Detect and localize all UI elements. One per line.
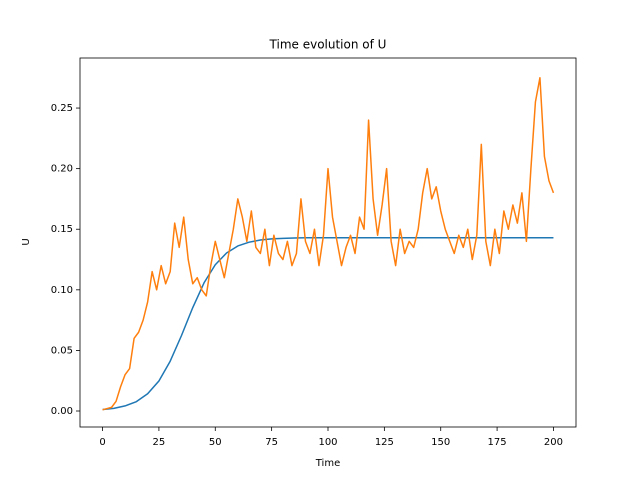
data-line — [102, 77, 555, 411]
x-tick-label: 150 — [431, 437, 450, 448]
y-tick-label: 0.10 — [51, 285, 73, 296]
x-tick-label: 125 — [375, 437, 394, 448]
plot-frame — [79, 57, 577, 428]
y-tick-label: 0.05 — [51, 345, 73, 356]
y-tick-label: 0.15 — [51, 224, 73, 235]
y-tick-label: 0.20 — [51, 164, 73, 175]
chart-title: Time evolution of U — [269, 38, 387, 52]
x-tick-label: 100 — [318, 437, 337, 448]
x-tick-label: 200 — [544, 437, 563, 448]
x-axis-label: Time — [315, 458, 340, 469]
x-tick-label: 175 — [488, 437, 507, 448]
y-tick-label: 0.00 — [51, 406, 73, 417]
data-line — [102, 236, 554, 411]
x-tick-label: 50 — [209, 437, 222, 448]
x-tick-label: 25 — [153, 437, 166, 448]
y-tick-label: 0.25 — [51, 103, 73, 114]
x-tick-label: 0 — [99, 437, 105, 448]
x-tick-label: 75 — [265, 437, 278, 448]
y-axis-label: U — [21, 238, 32, 245]
